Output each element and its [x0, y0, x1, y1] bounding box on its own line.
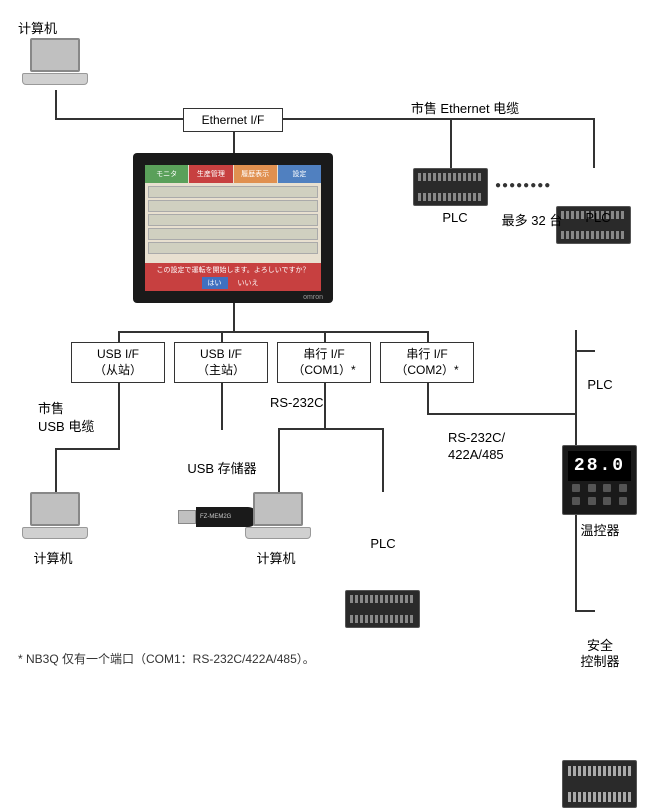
line [283, 118, 593, 120]
plc3-label: PLC [363, 536, 403, 551]
usb-master-box: USB I/F （主站） [174, 342, 268, 383]
temp-controller-label: 温控器 [575, 520, 625, 539]
dots: ●●●●●●●● [495, 180, 551, 191]
temp-controller-icon: 28.0 [562, 445, 637, 515]
plc-icon [345, 590, 420, 628]
hmi-tabs: モニタ 生産管理 履歴表示 設定 [145, 165, 321, 183]
footnote: * NB3Q 仅有一个端口（COM1：RS-232C/422A/485）。 [18, 650, 315, 667]
line [427, 413, 577, 415]
hmi-tab: 設定 [278, 165, 321, 183]
ethernet-cable-label: 市售 Ethernet 电缆 [385, 98, 545, 117]
computer-top-label: 计算机 [18, 18, 68, 37]
line [575, 350, 595, 352]
line [427, 383, 429, 413]
rs232c-label: RS-232C [270, 395, 340, 410]
line [233, 132, 235, 153]
safety-controller-icon [562, 760, 637, 808]
plc1-label: PLC [435, 210, 475, 225]
line [55, 448, 57, 492]
line [575, 610, 595, 612]
serial-com2-box: 串行 I/F （COM2）* [380, 342, 474, 383]
serial-com1-box: 串行 I/F （COM1）* [277, 342, 371, 383]
max-units-label: 最多 32 台 [497, 210, 567, 229]
line [55, 90, 57, 120]
line [278, 428, 280, 492]
line [450, 118, 452, 168]
line [221, 383, 223, 430]
computer-bl-label: 计算机 [28, 548, 78, 567]
line [118, 383, 120, 448]
hmi-message: この設定で運転を開始します。よろしいですか？ はい いいえ [145, 263, 321, 291]
plc2-label: PLC [578, 210, 618, 225]
plc4-label: PLC [580, 377, 620, 392]
line [55, 118, 183, 120]
ethernet-if-box: Ethernet I/F [183, 108, 283, 132]
line [55, 448, 120, 450]
line [324, 331, 326, 342]
hmi-yes-btn: はい [202, 277, 228, 289]
safety-controller-label: 安全 控制器 [575, 638, 625, 669]
usb-memory-label: USB 存储器 [182, 458, 262, 477]
line [278, 428, 383, 430]
line [382, 428, 384, 492]
hmi-no-btn: いいえ [232, 277, 265, 289]
line [221, 331, 223, 342]
computer-icon [243, 492, 313, 542]
usb-cable-label: 市售 USB 电缆 [38, 400, 108, 436]
computer-bm-label: 计算机 [251, 548, 301, 567]
hmi-device: モニタ 生産管理 履歴表示 設定 この設定で運転を開始します。よろしいですか？ … [133, 153, 333, 303]
line [118, 331, 120, 342]
computer-icon [20, 38, 90, 88]
usb-slave-box: USB I/F （从站） [71, 342, 165, 383]
line [233, 303, 235, 331]
rs232-422-label: RS-232C/ 422A/485 [448, 430, 528, 464]
hmi-tab: 履歴表示 [234, 165, 277, 183]
ethernet-if-label: Ethernet I/F [202, 113, 265, 127]
hmi-brand: omron [303, 294, 323, 301]
hmi-tab: モニタ [145, 165, 188, 183]
plc-icon [413, 168, 488, 206]
computer-icon [20, 492, 90, 542]
line [118, 331, 428, 333]
temp-display: 28.0 [568, 451, 631, 481]
diagram-container: { "labels": { "computer_top": "计算机", "co… [0, 0, 660, 672]
line [427, 331, 429, 342]
line [593, 118, 595, 168]
hmi-tab: 生産管理 [189, 165, 232, 183]
